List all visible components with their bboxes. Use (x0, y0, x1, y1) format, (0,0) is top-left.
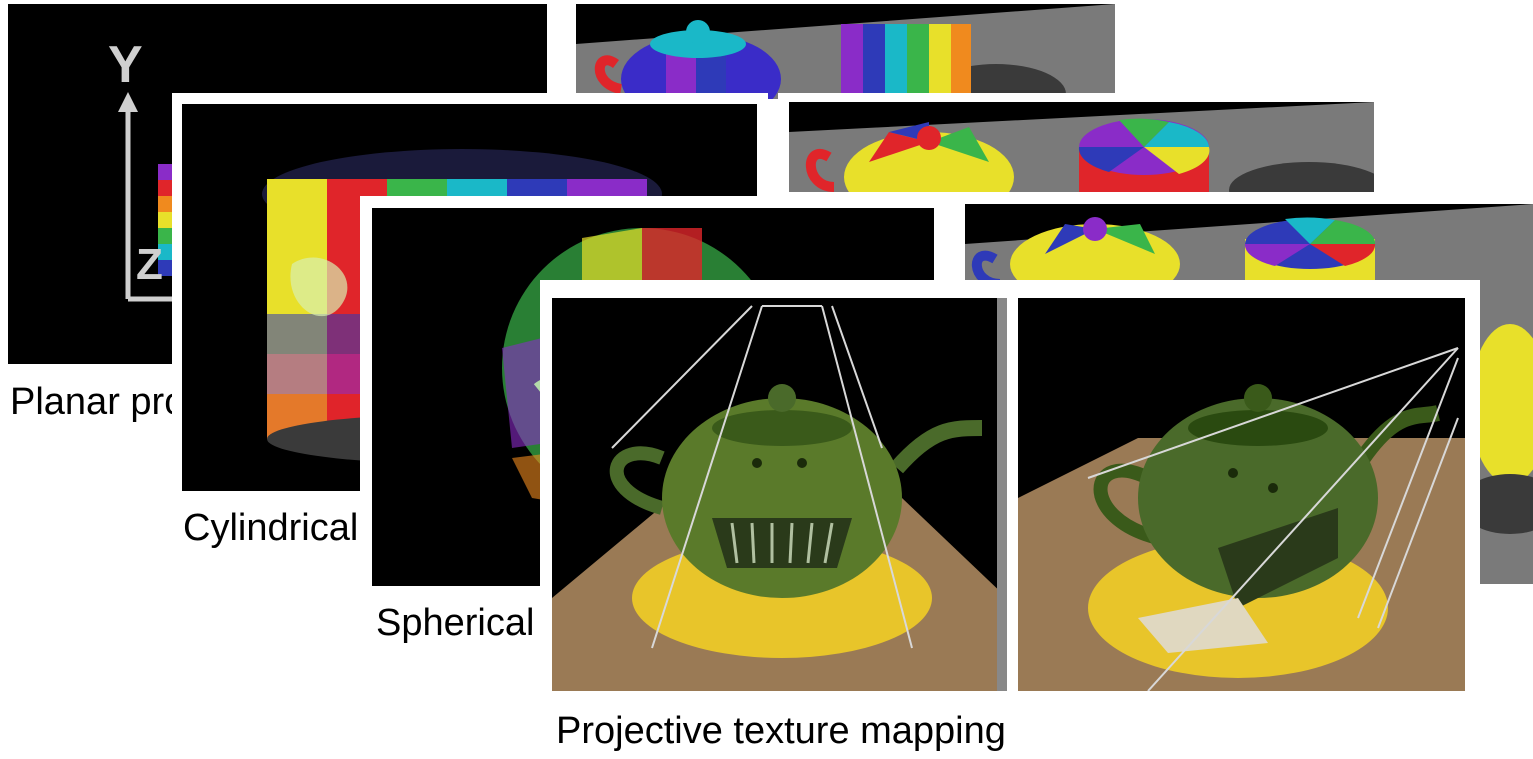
teapot-scene-planar-render (576, 4, 1115, 99)
projective-render-left (552, 298, 1007, 691)
teapot-scene-cylindrical (789, 102, 1374, 192)
teapot-scene-cylindrical-render (789, 102, 1374, 192)
projective-image-left (552, 298, 1007, 691)
projective-image-right (1018, 298, 1465, 691)
y-axis-label: Y (108, 36, 143, 94)
projective-render-right (1018, 298, 1465, 691)
y-axis-arrowhead (118, 92, 138, 112)
teapot-scene-planar (576, 4, 1115, 99)
frustum-lines-left (611, 305, 913, 649)
caption-projective: Projective texture mapping (556, 710, 1006, 752)
frustum-lines-right (1087, 347, 1459, 691)
z-axis-label: Z (136, 240, 163, 289)
